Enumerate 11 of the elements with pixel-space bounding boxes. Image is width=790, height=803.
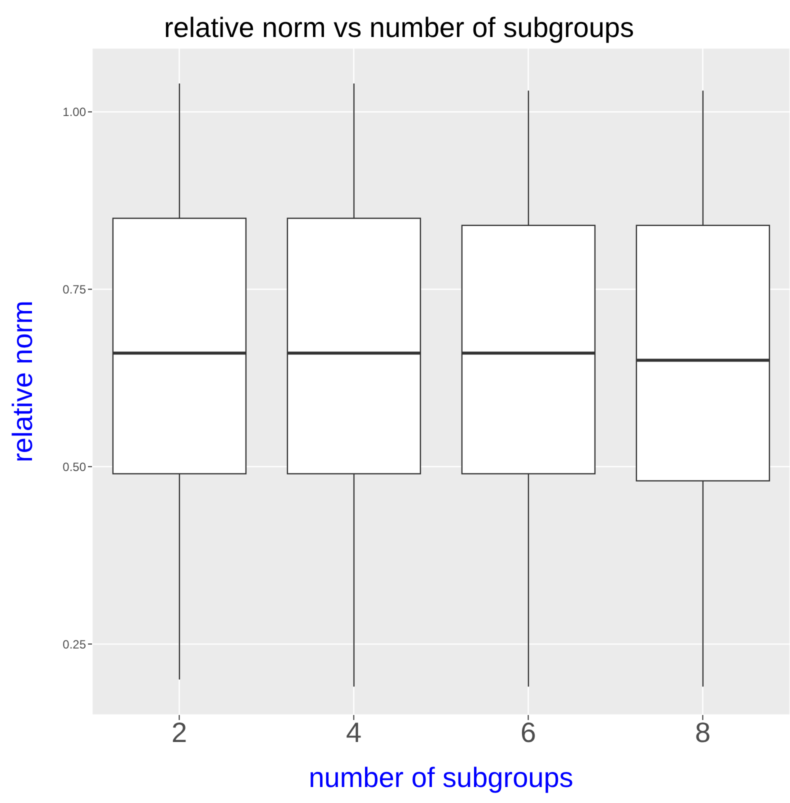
x-tick-label: 4 bbox=[346, 716, 362, 748]
x-tick-label: 8 bbox=[694, 716, 711, 748]
x-tick-label: 6 bbox=[520, 716, 536, 748]
x-tick-label: 2 bbox=[171, 716, 188, 748]
y-axis-title: relative norm bbox=[6, 300, 38, 462]
chart-title: relative norm vs number of subgroups bbox=[163, 11, 635, 45]
y-tick-label: 1.00 bbox=[62, 105, 86, 120]
x-axis-title: number of subgroups bbox=[308, 762, 574, 793]
y-tick-label: 0.25 bbox=[62, 637, 86, 652]
y-tick-label: 0.75 bbox=[62, 282, 86, 297]
y-tick-label: 0.50 bbox=[62, 460, 86, 474]
